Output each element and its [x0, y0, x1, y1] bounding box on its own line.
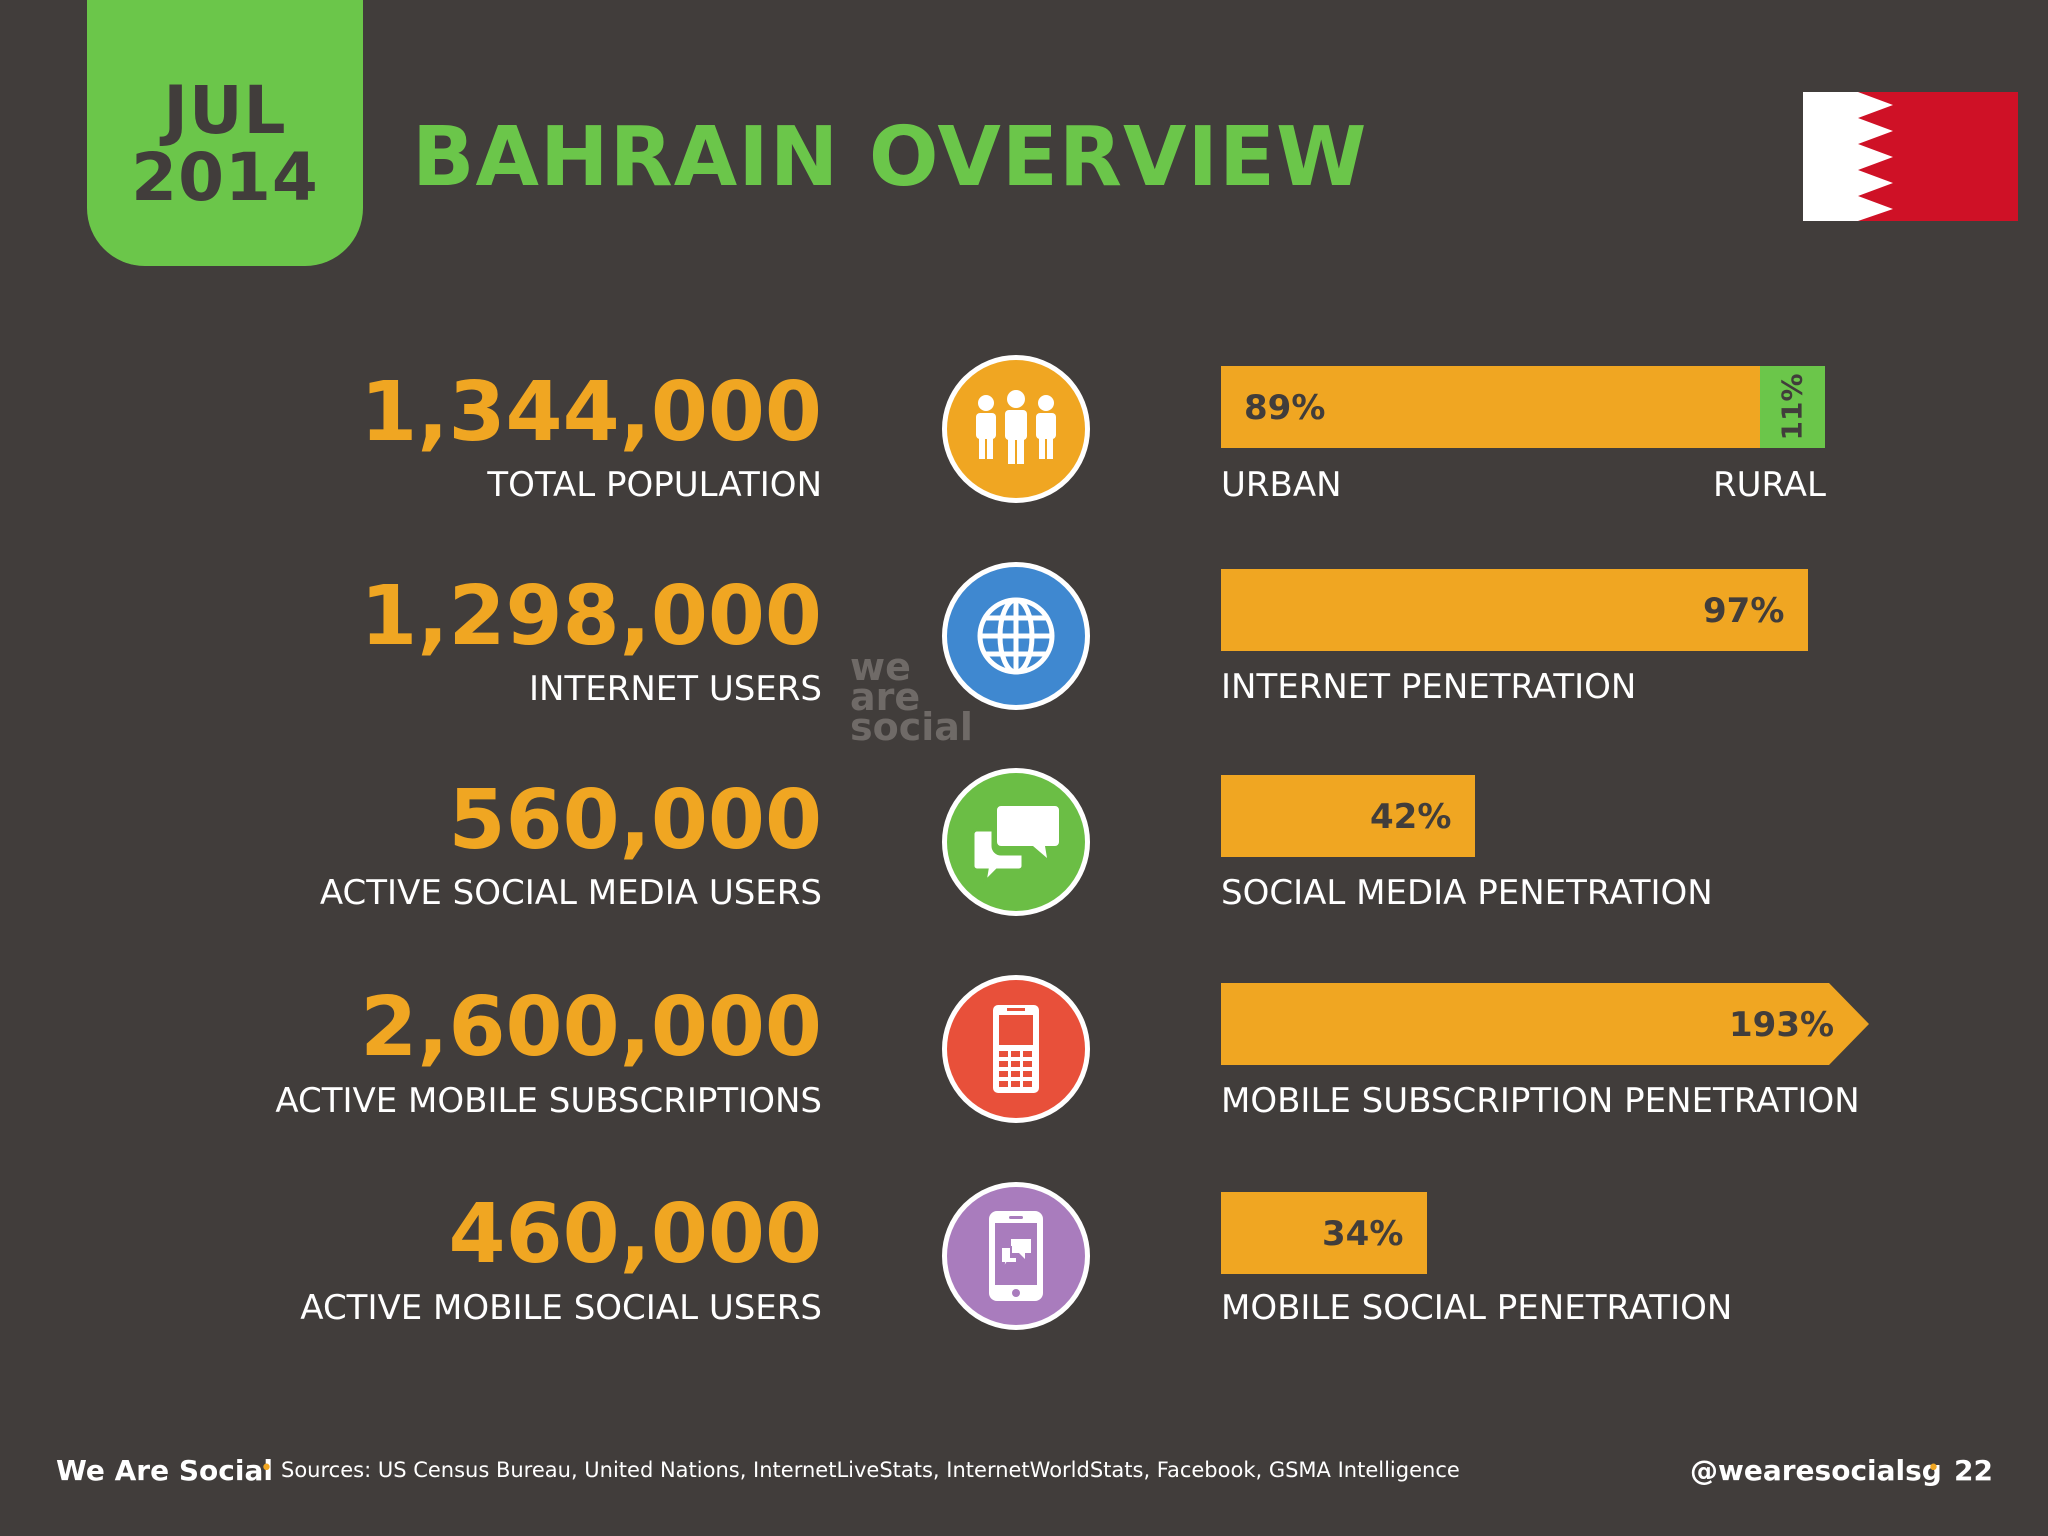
social-media-penetration-label: SOCIAL MEDIA PENETRATION	[1221, 873, 1713, 913]
internet-users-value: 1,298,000	[360, 569, 822, 664]
watermark-word-are: are	[850, 675, 921, 719]
urban-percentage: 89%	[1244, 388, 1326, 428]
rural-bar	[1760, 366, 1825, 448]
urban-label: URBAN	[1221, 465, 1342, 505]
mobile-subscription-penetration-bar	[1221, 983, 1869, 1065]
we-are-social-watermark: we are social	[850, 645, 973, 749]
mobile-social-users-label: ACTIVE MOBILE SOCIAL USERS	[300, 1288, 822, 1328]
mobile-social-penetration-label: MOBILE SOCIAL PENETRATION	[1221, 1288, 1733, 1328]
page-number: 22	[1954, 1454, 1993, 1487]
mobile-social-users-value: 460,000	[448, 1187, 822, 1282]
footer-separator-dot: •	[260, 1456, 273, 1481]
footer-sources: Sources: US Census Bureau, United Nation…	[281, 1458, 1460, 1482]
total-population-value: 1,344,000	[360, 365, 822, 460]
rural-label: RURAL	[1713, 465, 1826, 505]
social-media-users-label: ACTIVE SOCIAL MEDIA USERS	[319, 873, 822, 913]
internet-users-label: INTERNET USERS	[529, 669, 822, 709]
chat-bubbles-icon	[942, 768, 1090, 916]
internet-penetration-label: INTERNET PENETRATION	[1221, 667, 1637, 707]
social-media-users-value: 560,000	[448, 773, 822, 868]
social-media-penetration-bar	[1221, 775, 1475, 857]
people-icon	[942, 355, 1090, 503]
footer-handle[interactable]: @wearesocialsg	[1690, 1454, 1942, 1487]
urban-bar	[1221, 366, 1760, 448]
page-title: BAHRAIN OVERVIEW	[412, 110, 1368, 205]
mobile-subscription-penetration-label: MOBILE SUBSCRIPTION PENETRATION	[1221, 1081, 1860, 1121]
globe-icon	[942, 562, 1090, 710]
mobile-subscriptions-label: ACTIVE MOBILE SUBSCRIPTIONS	[275, 1081, 822, 1121]
mobile-subscriptions-value: 2,600,000	[360, 980, 822, 1075]
mobile-social-penetration-bar	[1221, 1192, 1427, 1274]
mobile-phone-icon	[942, 975, 1090, 1123]
mobile-social-penetration-percentage: 34%	[1322, 1214, 1404, 1254]
date-month: JUL	[163, 72, 287, 149]
footer-brand: We Are Social	[56, 1454, 273, 1487]
watermark-word-social: social	[850, 705, 973, 749]
watermark-word-we: we	[850, 645, 911, 689]
rural-percentage: 11%	[1775, 373, 1809, 441]
mobile-subscription-penetration-percentage: 193%	[1729, 1005, 1835, 1045]
internet-penetration-percentage: 97%	[1703, 591, 1785, 631]
date-badge: JUL 2014	[87, 0, 363, 266]
social-media-penetration-percentage: 42%	[1370, 797, 1452, 837]
internet-penetration-bar	[1221, 569, 1808, 651]
footer-page-separator-dot: •	[1927, 1456, 1940, 1481]
smartphone-chat-icon	[942, 1182, 1090, 1330]
total-population-label: TOTAL POPULATION	[487, 465, 822, 505]
date-year: 2014	[131, 139, 319, 216]
bahrain-flag-icon	[1803, 92, 2018, 221]
